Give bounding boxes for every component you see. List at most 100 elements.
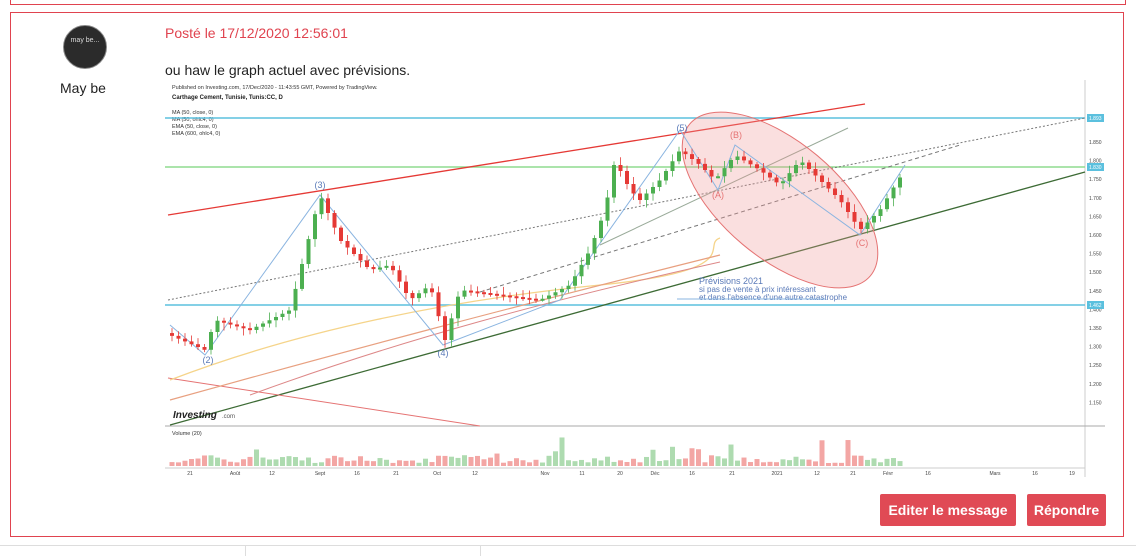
wave-label: (5) [677, 123, 688, 133]
candle [183, 338, 187, 342]
wave-label: (2) [203, 355, 214, 365]
candle [729, 160, 733, 169]
volume-bar [813, 461, 818, 466]
volume-bar [429, 462, 435, 466]
published: Published on Investing.com, 17/Dec/2020 … [172, 85, 378, 91]
volume-bar [202, 455, 207, 466]
candle [703, 163, 707, 170]
volume-bar [546, 455, 552, 466]
volume-bar [260, 457, 266, 466]
price-label: 1.350 [1089, 326, 1102, 332]
date-label: Nov [541, 471, 550, 477]
wave-label: (3) [315, 180, 326, 190]
price-label: 1.600 [1089, 233, 1102, 239]
post [10, 12, 1124, 537]
candle [482, 292, 486, 295]
candle [800, 162, 805, 165]
candle [196, 344, 200, 347]
candle [332, 213, 337, 228]
candle [514, 296, 519, 299]
symbol: Carthage Cement, Tunisie, Tunis:CC, D [172, 95, 283, 101]
footer [0, 545, 1136, 557]
price-badge [1087, 114, 1104, 122]
volume-bar [741, 457, 747, 466]
price-badge [1087, 163, 1104, 171]
volume-bar [826, 462, 831, 466]
volume-bar [475, 455, 480, 466]
candle [209, 332, 213, 350]
volume-bar [533, 459, 539, 466]
volume-bar [579, 459, 584, 466]
volume-bar [423, 458, 428, 466]
volume-bar [637, 462, 643, 466]
candle [527, 297, 532, 300]
wave-label: (B) [730, 130, 742, 140]
volume-bar [663, 460, 669, 466]
edit-button[interactable]: Editer le message [880, 494, 1016, 526]
author[interactable]: May be [60, 80, 106, 96]
trend-line [167, 103, 866, 216]
candle [618, 165, 623, 171]
trend-line [169, 171, 1086, 426]
candle [846, 202, 850, 212]
volume-bar [364, 460, 370, 466]
reply-button[interactable]: Répondre [1027, 494, 1106, 526]
volume-bar [793, 456, 799, 466]
volume-bar [865, 459, 870, 466]
date-label: 16 [925, 471, 931, 477]
candle [761, 168, 766, 173]
date-label: Févr [883, 471, 893, 477]
volume-bar [761, 462, 766, 466]
volume-bar [436, 455, 441, 466]
candle [774, 177, 779, 183]
candle [319, 198, 324, 215]
candle [241, 326, 246, 329]
candle [267, 320, 272, 324]
volume-bar [267, 459, 272, 466]
volume-bar [228, 461, 233, 466]
candle [488, 293, 493, 295]
logo: Investing [173, 410, 217, 421]
price-label: 1.750 [1089, 177, 1102, 183]
candle [677, 151, 681, 162]
wave-label: (C) [856, 238, 869, 248]
candle [872, 216, 876, 223]
candle [404, 281, 408, 293]
volume-bar [527, 462, 532, 466]
candle [612, 165, 616, 198]
volume-bar [618, 460, 623, 466]
volume-bar [624, 462, 630, 466]
volume-bar [215, 457, 220, 466]
moving-average [169, 237, 721, 381]
candle [397, 270, 402, 282]
volume-bar [819, 440, 825, 466]
candle [358, 254, 363, 261]
volume-bar [254, 449, 259, 466]
volume-bar [247, 456, 253, 466]
candle [313, 214, 317, 240]
volume-label: Volume (20) [172, 431, 202, 437]
volume-bar [481, 459, 487, 466]
volume-bar [390, 462, 396, 466]
candle [495, 293, 499, 296]
highlight-label: 1.462 [1089, 303, 1102, 309]
post-date: Posté le 17/12/2020 12:56:01 [165, 25, 348, 41]
candle [345, 241, 350, 248]
volume-bar [670, 446, 675, 466]
volume-bar [878, 462, 883, 466]
volume-bar [455, 457, 461, 466]
volume-bar [449, 456, 454, 466]
candle [456, 296, 460, 319]
candle [189, 341, 194, 345]
date-label: Sept [315, 471, 326, 477]
date-label: 12 [472, 471, 478, 477]
candle [657, 180, 662, 187]
candle [475, 291, 480, 294]
volume-bar [514, 458, 519, 466]
candle [384, 265, 389, 268]
candle [742, 156, 746, 161]
candle [781, 181, 785, 184]
date-label: 16 [689, 471, 695, 477]
candle [859, 221, 863, 229]
avatar[interactable]: may be... [63, 25, 107, 69]
